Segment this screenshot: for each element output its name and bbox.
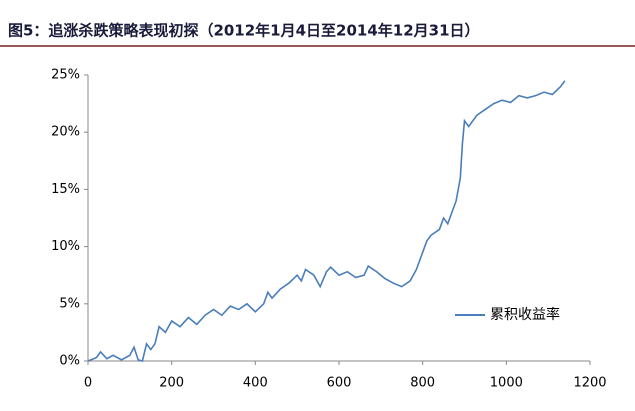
y-tick-label: 5% [59, 296, 80, 311]
x-tick-label: 400 [243, 376, 268, 391]
legend-label: 累积收益率 [490, 306, 560, 323]
y-tick-label: 15% [51, 182, 80, 197]
x-tick-label: 1200 [573, 376, 606, 391]
chart-title: 图5：追涨杀跌策略表现初探（2012年1月4日至2014年12月31日） [8, 22, 480, 40]
y-tick-label: 20% [51, 125, 80, 140]
x-tick-label: 800 [410, 376, 435, 391]
x-tick-label: 200 [159, 376, 184, 391]
y-tick-label: 10% [51, 239, 80, 254]
x-tick-label: 600 [327, 376, 352, 391]
y-tick-label: 0% [59, 354, 80, 369]
x-tick-label: 0 [84, 376, 92, 391]
series-line [87, 80, 566, 362]
x-tick-label: 1000 [490, 376, 523, 391]
y-tick-label: 25% [51, 68, 80, 83]
